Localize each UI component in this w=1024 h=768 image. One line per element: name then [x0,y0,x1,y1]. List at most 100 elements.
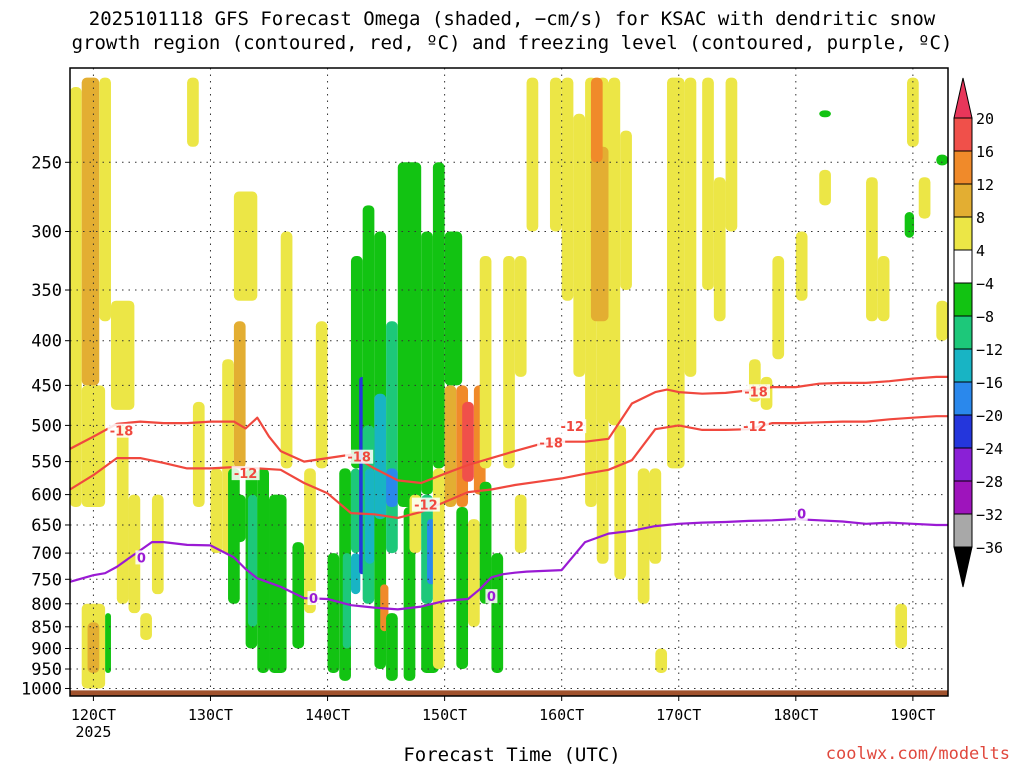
contour-label: 0 [797,508,806,523]
contour-label-bg [231,466,260,481]
grid-lines [70,68,948,696]
chart-title-line-1: 2025101118 GFS Forecast Omega (shaded, −… [88,8,936,30]
omega-cell [257,468,270,673]
y-tick-label: 350 [31,281,62,301]
colorbar-segment [953,480,973,515]
y-tick-label: 750 [31,570,62,590]
omega-cell [702,77,714,291]
omega-cell [491,553,504,673]
colorbar-segment [953,414,973,449]
omega-cell [649,468,662,564]
colorbar-label: 20 [976,110,994,128]
colorbar-label: 4 [976,242,985,260]
x-tick-label: 120CT [71,706,116,724]
omega-cell [444,385,457,508]
surface-terrain [70,690,948,696]
omega-cell [233,321,246,469]
colorbar-label: −16 [976,374,1003,392]
contour-label-bg [740,419,769,434]
omega-cell [526,77,539,232]
contour-label-bg [345,449,374,464]
x-axis-label: Forecast Time (UTC) [403,744,621,766]
colorbar-segment [953,381,973,416]
y-tick-label: 950 [31,660,62,680]
colorbar-label: 12 [976,176,994,194]
x-year-label: 2025 [75,723,111,741]
contour-label: -12 [743,420,767,435]
contour-label: 0 [487,590,496,605]
omega-cell [479,256,492,469]
contour-label-bg [485,589,498,604]
y-tick-label: 800 [31,595,62,615]
omega-cell [514,494,527,554]
y-tick-label: 300 [31,223,62,243]
omega-cell [342,553,351,649]
colorbar: 20 16 12 8 4 −4 −8 −12 −16 −20 −24 −28 −32 −36 [953,77,1003,588]
colorbar-label: −36 [976,539,1003,557]
omega-cell [444,231,463,386]
omega-cell [432,162,445,469]
omega-cell [795,231,808,301]
contour-label-bg [537,435,566,450]
omega-cell [233,494,246,543]
contour-label-bg [411,497,440,512]
x-tick-label: 130CT [188,706,233,724]
omega-cell [514,256,527,377]
omega-cell [350,553,361,595]
contour-label: -18 [539,436,563,451]
colorbar-bottom-arrow [953,546,973,588]
colorbar-label: 16 [976,143,994,161]
omega-cell [503,256,515,469]
contour-label-bg [107,423,136,438]
omega-cell [350,468,361,554]
contour--12C [69,415,948,519]
colorbar-label: −24 [976,440,1003,458]
y-tick-label: 550 [31,453,62,473]
omega-cell [432,468,445,670]
x-tick-label: 160CT [539,706,584,724]
chart-title-line-2: growth region (contoured, red, ºC) and f… [71,32,953,54]
omega-cell [315,321,328,469]
colorbar-label: −28 [976,473,1003,491]
colorbar-segment [953,282,973,317]
omega-cell [725,77,738,232]
omega-cell [895,603,908,649]
contour-label: -12 [560,420,584,435]
x-tick-label: 170CT [656,706,701,724]
colorbar-segment [953,315,973,350]
omega-cell [304,468,316,614]
y-tick-label: 250 [31,153,62,173]
omega-cell [684,77,697,377]
y-tick-label: 700 [31,544,62,564]
x-tick-label: 180CT [773,706,818,724]
contour-label: -12 [234,467,258,482]
omega-cell [99,77,111,322]
contour-label-bg [795,506,808,521]
contour-label-bg [558,419,587,434]
omega-cell [936,300,948,341]
colorbar-segment [953,348,973,383]
omega-cell [233,191,258,301]
colorbar-label: 8 [976,209,985,227]
omega-cell [397,162,422,508]
omega-cell [269,494,287,673]
omega-cell [877,256,890,322]
omega-cell [187,77,199,147]
omega-cell [70,86,82,508]
omega-cell [608,77,621,426]
colorbar-segment [953,513,973,548]
colorbar-top-arrow [953,77,973,119]
y-tick-label: 600 [31,486,62,506]
contour--18C [69,375,948,485]
contour-label: 0 [137,551,146,566]
omega-cell [456,507,469,670]
omega-cell [637,468,650,604]
omega-cell [614,425,627,580]
y-tick-label: 650 [31,516,62,536]
y-tick-label: 900 [31,639,62,659]
omega-cell [573,113,586,377]
omega-cell [374,393,387,520]
omega-cell [918,177,931,219]
